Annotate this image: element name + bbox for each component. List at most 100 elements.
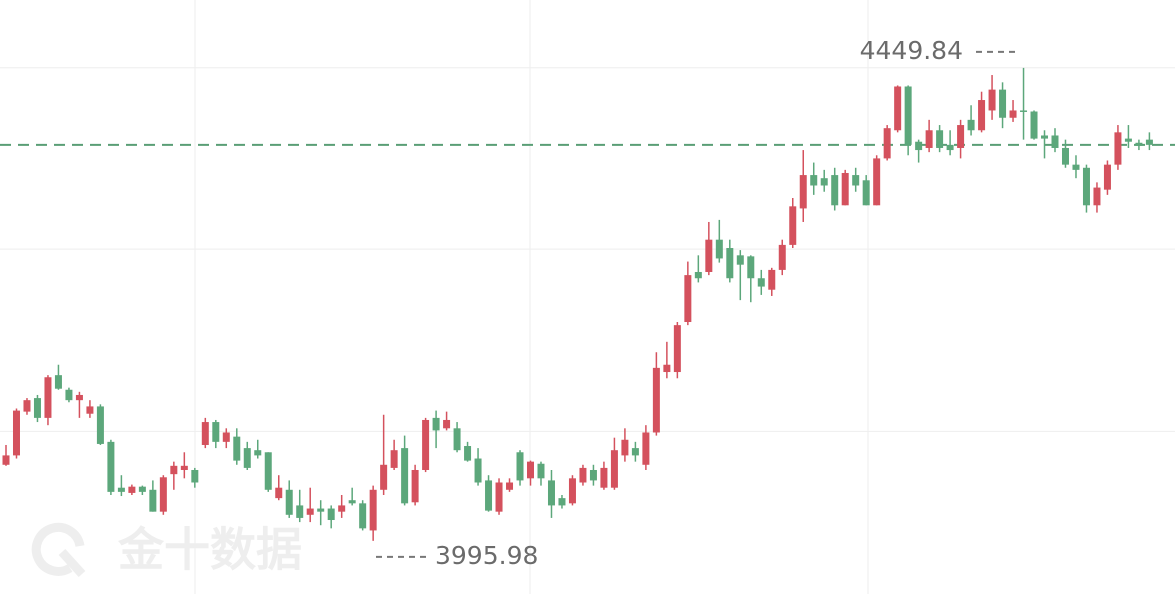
candle — [883, 125, 891, 161]
candle-body — [1145, 139, 1153, 145]
candle — [684, 261, 692, 326]
candle — [212, 419, 220, 449]
candle — [117, 475, 125, 497]
candle-body — [757, 278, 765, 287]
candle-body — [422, 419, 430, 470]
candle — [338, 495, 346, 518]
candle — [999, 82, 1007, 129]
candle — [12, 408, 20, 459]
candle — [306, 487, 314, 523]
candle-body — [726, 248, 734, 279]
candle-body — [191, 469, 199, 483]
candle-body — [338, 505, 346, 512]
candle — [1030, 110, 1038, 140]
watermark-logo — [31, 522, 86, 578]
candle-body — [873, 158, 881, 206]
candle-body — [65, 389, 73, 401]
candle — [44, 375, 52, 426]
candle-body — [369, 489, 377, 531]
candle-body — [117, 487, 125, 492]
candle-body — [789, 206, 797, 245]
candle — [1093, 182, 1101, 213]
min-label: 3995.98 — [435, 541, 538, 570]
candle-body — [610, 450, 618, 488]
candle — [789, 198, 797, 249]
candle-body — [915, 141, 923, 151]
candle-body — [1051, 135, 1059, 148]
candle — [432, 410, 440, 449]
candle — [642, 425, 650, 470]
candle-body — [967, 119, 975, 131]
candle — [380, 414, 388, 495]
candle-body — [1114, 132, 1122, 165]
candle-body — [946, 144, 954, 151]
candle — [610, 437, 618, 490]
candle — [1020, 67, 1028, 140]
candle-body — [212, 422, 220, 442]
candle — [652, 352, 660, 436]
candle-body — [44, 377, 52, 418]
candle — [600, 461, 608, 490]
candle-body — [1124, 138, 1132, 142]
candle — [631, 441, 639, 462]
candle — [96, 404, 104, 445]
candle-body — [317, 508, 325, 512]
candle-body — [904, 86, 912, 145]
max-label: 4449.84 — [860, 36, 963, 65]
watermark-logo-ring — [31, 522, 85, 576]
candle-body — [243, 448, 251, 468]
candle-body — [443, 419, 451, 429]
candle-body — [894, 86, 902, 131]
candle-body — [2, 455, 10, 465]
candle — [967, 105, 975, 136]
candle — [621, 428, 629, 462]
candle — [1041, 130, 1049, 159]
candle — [201, 417, 209, 449]
candle — [537, 461, 545, 486]
candle — [925, 119, 933, 153]
candle — [736, 250, 744, 301]
candle-body — [684, 275, 692, 323]
candle — [726, 239, 734, 283]
candle — [1114, 125, 1122, 170]
candle — [579, 464, 587, 486]
candle — [904, 85, 912, 156]
candle-body — [222, 432, 230, 442]
candle-body — [401, 448, 409, 504]
candle — [495, 478, 503, 515]
candle-body — [1135, 142, 1143, 146]
candle — [1061, 139, 1069, 168]
candle-body — [12, 410, 20, 456]
candle-body — [568, 478, 576, 504]
candle-body — [180, 465, 188, 470]
candle — [233, 428, 241, 465]
candle-body — [516, 452, 524, 481]
candle — [516, 450, 524, 486]
candle — [768, 267, 776, 296]
candle — [568, 475, 576, 506]
candle-body — [1093, 187, 1101, 206]
candle — [1082, 164, 1090, 213]
candle-body — [978, 100, 986, 131]
candle-body — [1061, 147, 1069, 165]
candle-body — [485, 480, 493, 511]
candle-body — [862, 180, 870, 206]
candle-body — [296, 505, 304, 518]
candle-body — [359, 503, 367, 529]
candle-body — [841, 172, 849, 206]
candle — [348, 487, 356, 506]
candle-body — [663, 364, 671, 373]
candle — [2, 444, 10, 466]
candle-body — [254, 450, 262, 456]
candle — [33, 394, 41, 423]
candle-body — [495, 482, 503, 512]
candle-body — [736, 255, 744, 265]
candle-body — [201, 422, 209, 445]
candle — [894, 85, 902, 133]
candle-body — [883, 128, 891, 159]
candle-body — [75, 394, 83, 401]
candle — [694, 255, 702, 283]
candle — [705, 221, 713, 276]
candle — [369, 485, 377, 541]
candle-body — [380, 464, 388, 490]
